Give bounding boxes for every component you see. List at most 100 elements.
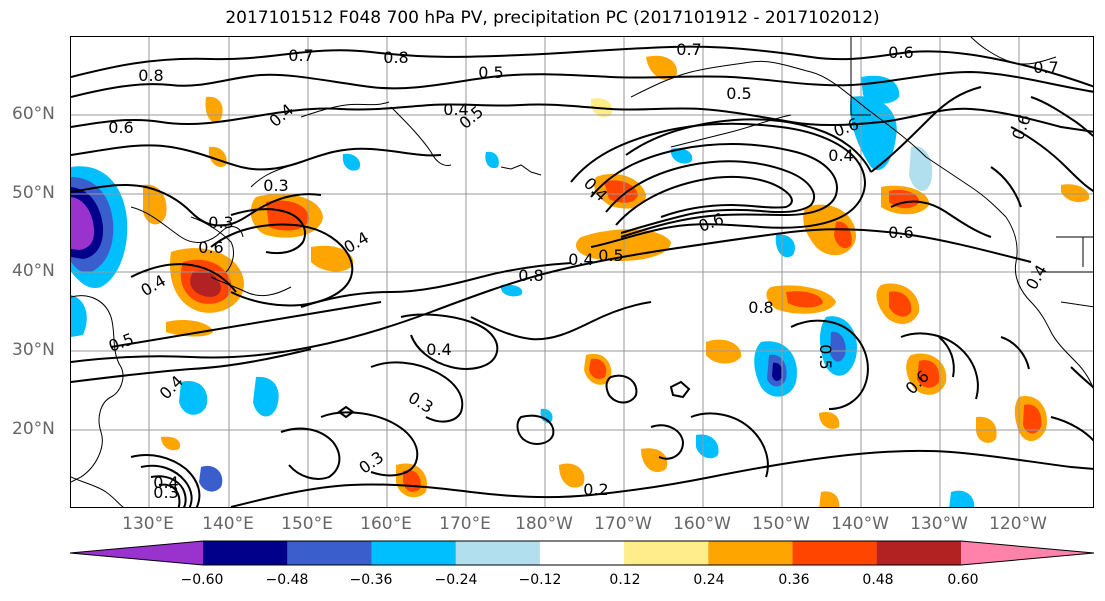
map-canvas: 0.7 0.8 0.8 0.7 0.6 0.5 0.5 0.6 0.4 0.5 0.4 0.6 0.4 0…: [71, 37, 1093, 507]
pos-anomaly-mid-3-core: [589, 358, 607, 380]
colorbar: [69, 540, 1095, 566]
colorbar-segment: [624, 541, 709, 565]
colorbar-tick-label: 0.24: [693, 572, 725, 588]
pos-anomaly-sw: [161, 436, 181, 451]
colorbar-tick-label: −0.48: [265, 572, 309, 588]
contour-label: 0.4: [265, 100, 297, 131]
colorbar-segment: [203, 541, 288, 565]
lon-label-150e: 150°E: [281, 514, 333, 534]
contour-label: 0.7: [676, 40, 701, 59]
neg-anomaly-asia-1: [71, 295, 87, 337]
contour-label: 0.8: [383, 48, 408, 67]
pos-anomaly-west-2-max: [190, 270, 221, 297]
pos-anomaly-mid-1: [311, 245, 354, 272]
contour-label: 0.6: [888, 223, 913, 242]
pos-anomaly-mid-2: [706, 339, 742, 364]
neg-anomaly-west-max: [71, 197, 95, 250]
colorbar-tick-label: 0.36: [778, 572, 810, 588]
contour-label: 0.4: [153, 473, 178, 492]
neg-anomaly-small-2: [485, 151, 499, 169]
neg-anomaly-south-4: [949, 490, 975, 507]
colorbar-tick-label: −0.24: [434, 572, 478, 588]
contour-label: 0.7: [1033, 58, 1058, 77]
contour-label: 0.3: [405, 388, 437, 417]
contour-label: 0.2: [583, 480, 608, 499]
colorbar-extend-min: [70, 541, 203, 565]
contour-label: 0.7: [288, 46, 313, 65]
contour-label: 0.5: [598, 246, 623, 265]
neg-anomaly-small-3: [670, 148, 693, 164]
lon-label-160e: 160°E: [360, 514, 412, 534]
colorbar-segment: [708, 541, 794, 565]
neg-anomaly-coast: [909, 146, 933, 191]
contour-label: 0.4: [426, 340, 451, 359]
neg-anomaly-bottom-mid: [696, 434, 719, 459]
lon-label-150w: 150°W: [752, 514, 810, 534]
neg-anomaly-mid-max: [772, 362, 783, 381]
precipitation-shading: [71, 55, 1090, 507]
map-panel: 0.7 0.8 0.8 0.7 0.6 0.5 0.5 0.6 0.4 0.5 0.4 0.6 0.4 0…: [70, 36, 1094, 508]
contour-label: 0.4: [568, 250, 593, 269]
contour-label: 0.3: [263, 176, 288, 195]
colorbar-segments: [70, 541, 1094, 565]
colorbar-tick-label: 0.12: [609, 572, 641, 588]
pos-anomaly-n-1: [205, 96, 223, 123]
contour-labels: 0.7 0.8 0.8 0.7 0.6 0.5 0.5 0.6 0.4 0.5 0.4 0.6 0.4 0…: [106, 40, 1059, 502]
neg-anomaly-south-1: [179, 381, 208, 415]
lon-label-130w: 130°W: [910, 514, 968, 534]
pos-anomaly-nc-1-core: [604, 180, 638, 203]
contour-label: 0.4: [828, 146, 853, 165]
pos-anomaly-se-1-core: [1023, 404, 1042, 434]
pos-anomaly-e-5-core: [917, 360, 940, 388]
neg-anomaly-east-mid-core: [830, 331, 846, 362]
contour-label: 0.4: [1022, 261, 1051, 293]
lon-label-130e: 130°E: [122, 514, 174, 534]
neg-anomaly-small-5: [500, 284, 523, 297]
contour-label: 0.4: [443, 100, 468, 119]
pos-anomaly-upper-1-core: [266, 200, 309, 231]
colorbar-segment: [371, 541, 457, 565]
contour-label: 0.4: [137, 271, 169, 300]
pos-anomaly-e-3-core: [786, 291, 823, 308]
colorbar-tick-label: −0.36: [349, 572, 393, 588]
lon-label-140e: 140°E: [202, 514, 254, 534]
chart-title: 2017101512 F048 700 hPa PV, precipitatio…: [225, 8, 880, 28]
neg-anomaly-small-4: [775, 234, 796, 258]
contour-label: 0.5: [816, 344, 835, 369]
colorbar-segment: [792, 541, 878, 565]
colorbar-tick-label: 0.48: [862, 572, 894, 588]
lon-label-170e: 170°E: [439, 514, 491, 534]
lat-label-40n: 40°N: [12, 261, 55, 281]
lat-label-50n: 50°N: [12, 183, 55, 203]
pos-anomaly-n-5: [1061, 184, 1090, 203]
contour-label: 0.6: [198, 238, 223, 257]
lon-label-160w: 160°W: [673, 514, 731, 534]
colorbar-extend-max: [961, 541, 1094, 565]
pv-contours: [71, 45, 1093, 507]
lat-label-30n: 30°N: [12, 340, 55, 360]
pos-anomaly-s-2: [641, 448, 668, 473]
lon-label-120w: 120°W: [989, 514, 1047, 534]
contour-label: 0.3: [208, 213, 233, 232]
contour-label: 0.6: [108, 118, 133, 137]
colorbar-segment: [539, 541, 625, 565]
colorbar-tick-label: −0.60: [180, 572, 224, 588]
contour-label: 0.8: [748, 298, 773, 317]
colorbar-tick-label: −0.12: [518, 572, 562, 588]
pos-anomaly-bottom-e: [819, 491, 840, 507]
contour-label: 0.5: [726, 84, 751, 103]
lon-label-140w: 140°W: [831, 514, 889, 534]
contour-label: 0.8: [138, 66, 163, 85]
pos-anomaly-s-1: [559, 463, 585, 488]
lat-label-60n: 60°N: [12, 104, 55, 124]
pos-anomaly-n-3: [646, 55, 677, 81]
contour-label: 0.8: [518, 266, 543, 285]
pos-anomaly-s-5: [819, 411, 840, 429]
neg-anomaly-south-2: [253, 376, 279, 417]
contour-label: 0.5: [478, 63, 503, 82]
contour-label: 0.3: [355, 447, 387, 477]
neg-anomaly-south-3: [199, 465, 223, 492]
colorbar-outline: [69, 540, 1095, 566]
neg-anomaly-small-1: [342, 153, 361, 171]
contour-label: 0.6: [888, 43, 913, 62]
